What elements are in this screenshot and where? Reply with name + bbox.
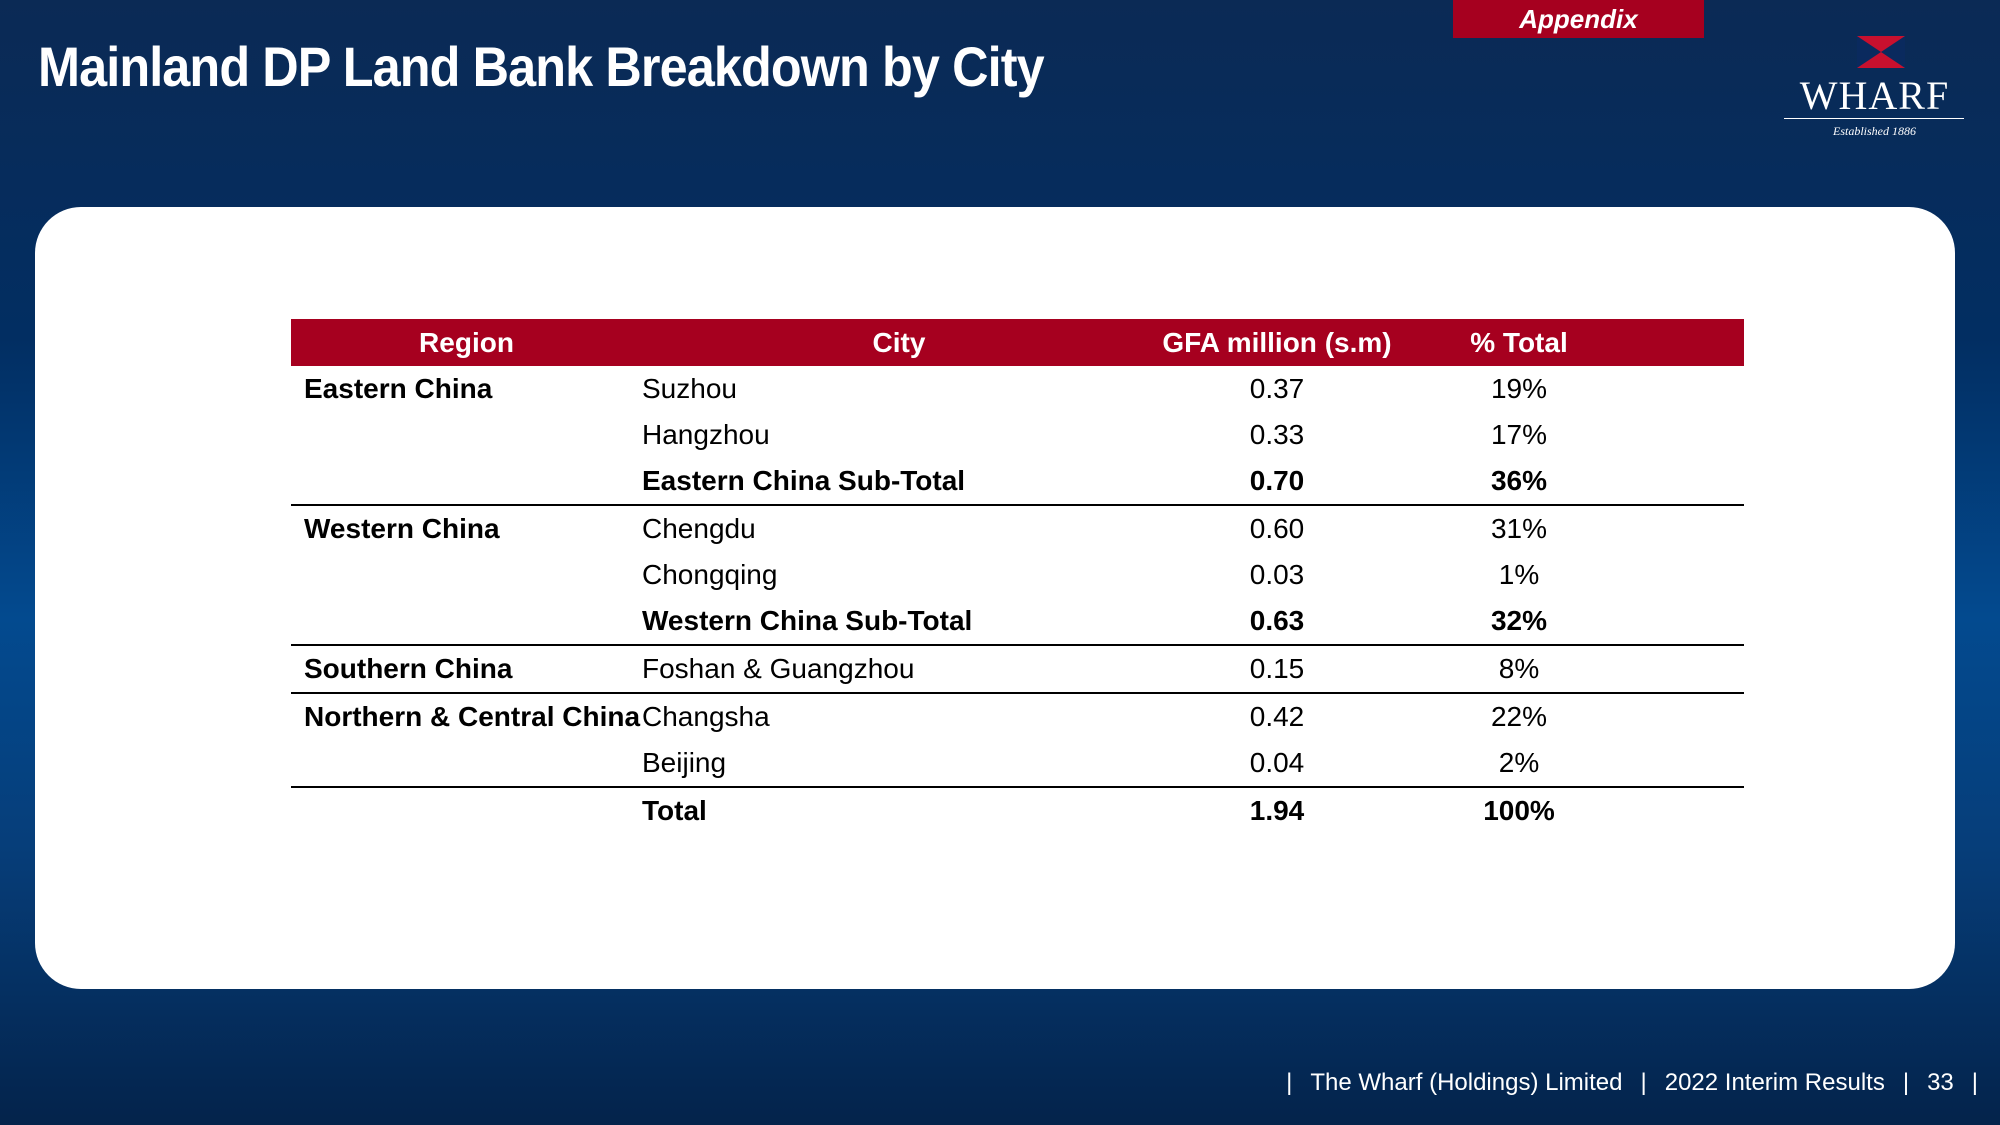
- cell-pct: 17%: [1490, 419, 1548, 450]
- footer-report: 2022 Interim Results: [1664, 1069, 1885, 1096]
- cell-city: Chongqing: [642, 559, 778, 590]
- footer-page-number: 33: [1927, 1069, 1954, 1096]
- cell-gfa: 0.33: [1249, 419, 1305, 450]
- cell-gfa: 0.63: [1249, 605, 1305, 636]
- logo-divider: [1784, 118, 1964, 119]
- cell-pct: 1%: [1498, 559, 1540, 590]
- header-region: Region: [419, 326, 514, 358]
- subtotal-row: Eastern China Sub-Total 0.70 36%: [291, 458, 1744, 506]
- header-city: City: [872, 326, 926, 358]
- land-bank-table: Region City GFA million (s.m) % Total Ea…: [291, 319, 1744, 834]
- cell-gfa: 1.94: [1249, 795, 1305, 826]
- wharf-logo: WHARF Established 1886: [1782, 32, 1967, 142]
- cell-gfa: 0.37: [1249, 373, 1305, 404]
- footer-separator: |: [1902, 1069, 1910, 1096]
- cell-region: Western China: [304, 513, 500, 544]
- cell-pct: 32%: [1490, 605, 1548, 636]
- cell-pct: 31%: [1490, 513, 1548, 544]
- logo-name: WHARF: [1799, 73, 1950, 118]
- header-gfa: GFA million (s.m): [1162, 326, 1392, 358]
- cell-city: Western China Sub-Total: [642, 605, 973, 636]
- table-row: Beijing 0.04 2%: [291, 740, 1744, 788]
- table-row: Chongqing 0.03 1%: [291, 552, 1744, 598]
- table-row: Northern & Central China Changsha 0.42 2…: [291, 694, 1744, 740]
- subtotal-row: Western China Sub-Total 0.63 32%: [291, 598, 1744, 646]
- cell-city: Hangzhou: [642, 419, 770, 450]
- logo-established: Established 1886: [1833, 124, 1916, 138]
- cell-city: Total: [642, 795, 707, 826]
- header-pct: % Total: [1470, 326, 1568, 358]
- cell-gfa: 0.42: [1249, 701, 1305, 732]
- cell-gfa: 0.60: [1249, 513, 1305, 544]
- cell-city: Beijing: [642, 747, 727, 778]
- table-row: Eastern China Suzhou 0.37 19%: [291, 366, 1744, 412]
- cell-city: Eastern China Sub-Total: [642, 465, 966, 496]
- cell-gfa: 0.03: [1249, 559, 1305, 590]
- cell-city: Suzhou: [642, 373, 737, 404]
- wharf-flag-icon: [1857, 36, 1905, 68]
- footer-separator: |: [1971, 1069, 1978, 1096]
- cell-region: Northern & Central China: [304, 701, 641, 732]
- footer-separator: |: [1286, 1069, 1293, 1096]
- footer-company: The Wharf (Holdings) Limited: [1310, 1069, 1623, 1096]
- appendix-tab: Appendix: [1453, 0, 1704, 38]
- cell-pct: 36%: [1490, 465, 1548, 496]
- cell-gfa: 0.04: [1249, 747, 1305, 778]
- page-title: Mainland DP Land Bank Breakdown by City: [38, 35, 1045, 98]
- cell-pct: 2%: [1498, 747, 1540, 778]
- table-row: Southern China Foshan & Guangzhou 0.15 8…: [291, 646, 1744, 694]
- cell-gfa: 0.70: [1249, 465, 1305, 496]
- footer: | The Wharf (Holdings) Limited | 2022 In…: [1286, 1069, 1978, 1097]
- table-row: Hangzhou 0.33 17%: [291, 412, 1744, 458]
- footer-separator: |: [1640, 1069, 1647, 1096]
- cell-pct: 19%: [1490, 373, 1548, 404]
- cell-pct: 8%: [1498, 653, 1540, 684]
- cell-city: Chengdu: [642, 513, 756, 544]
- total-row: Total 1.94 100%: [291, 788, 1744, 834]
- table-header: Region City GFA million (s.m) % Total: [291, 319, 1744, 366]
- cell-region: Eastern China: [304, 373, 493, 404]
- cell-gfa: 0.15: [1249, 653, 1305, 684]
- table-row: Western China Chengdu 0.60 31%: [291, 506, 1744, 552]
- cell-pct: 100%: [1483, 795, 1555, 826]
- cell-region: Southern China: [304, 653, 513, 684]
- cell-city: Changsha: [642, 701, 770, 732]
- cell-pct: 22%: [1490, 701, 1548, 732]
- cell-city: Foshan & Guangzhou: [642, 653, 915, 684]
